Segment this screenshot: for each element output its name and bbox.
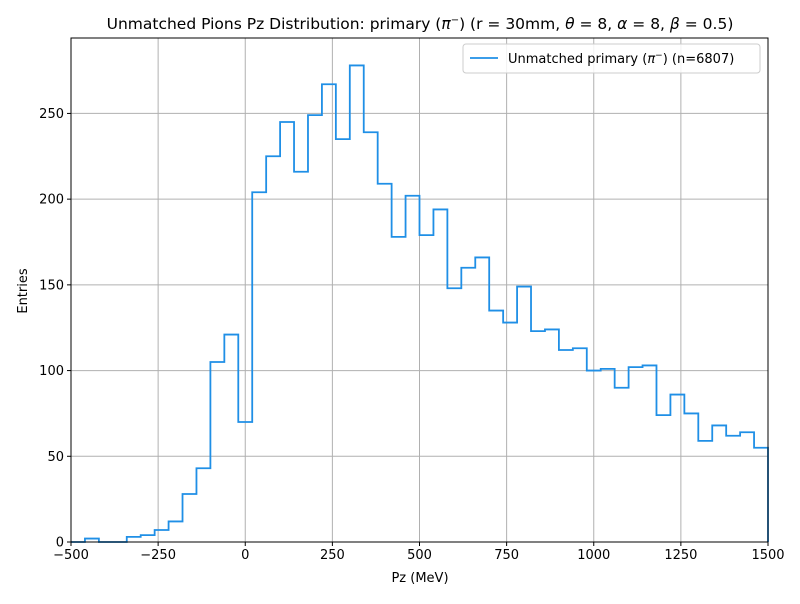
histogram-step-line [71, 64, 769, 543]
legend-name-suffix: ) (n=6807) [663, 52, 735, 67]
title-alpha: α [617, 15, 627, 33]
y-axis-label: Entries [16, 268, 31, 314]
title-theta-value: = 8, [575, 15, 618, 33]
y-tick-label: 0 [56, 536, 64, 551]
y-tick-label: 150 [39, 278, 64, 293]
title-beta-value: = 0.5) [680, 15, 734, 33]
x-tick-label: 1250 [664, 548, 697, 563]
x-tick-label: −250 [140, 548, 176, 563]
x-tick-label: 1000 [577, 548, 610, 563]
legend-name-superscript: − [655, 51, 663, 61]
x-tick-label: 500 [407, 548, 432, 563]
title-pi-superscript: − [451, 15, 459, 26]
x-tick-label: 750 [494, 548, 519, 563]
legend-name-prefix: Unmatched primary ( [508, 52, 647, 67]
title-pi-symbol: π [441, 15, 451, 33]
legend-box [462, 43, 761, 74]
title-prefix: Unmatched Pions Pz Distribution: primary… [107, 15, 442, 33]
y-axis-ticks: 0 50 100 150 200 250 [39, 107, 71, 551]
x-axis-ticks: −500 −250 0 250 500 750 1000 1250 1500 [53, 542, 785, 563]
title-alpha-value: = 8, [627, 15, 670, 33]
chart-title: Unmatched Pions Pz Distribution: primary… [107, 15, 734, 33]
x-tick-label: 0 [241, 548, 249, 563]
legend-name-pi: π [647, 52, 655, 67]
y-tick-label: 250 [39, 107, 64, 122]
y-tick-label: 50 [47, 450, 64, 465]
x-axis-label: Pz (MeV) [391, 571, 448, 586]
legend-entry-label: Unmatched primary (π−) (n=6807) [508, 51, 734, 67]
x-tick-label: −500 [53, 548, 89, 563]
title-theta: θ [565, 15, 575, 33]
title-middle: ) (r = 30mm, [459, 15, 565, 33]
title-beta: β [669, 15, 680, 33]
y-tick-label: 200 [39, 193, 64, 208]
x-tick-label: 1500 [751, 548, 784, 563]
y-tick-label: 100 [39, 364, 64, 379]
legend: Unmatched primary (π−) (n=6807) [462, 43, 761, 74]
x-tick-label: 250 [320, 548, 345, 563]
